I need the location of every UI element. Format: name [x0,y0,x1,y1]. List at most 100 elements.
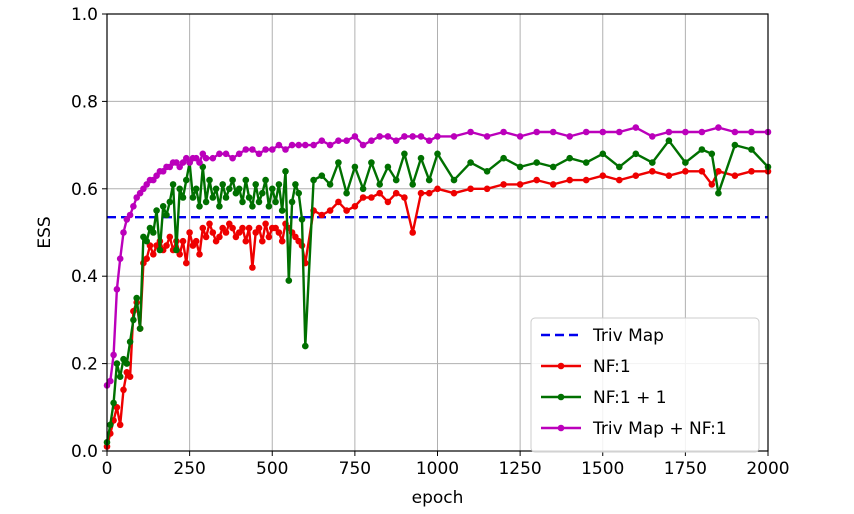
axis-ticks: 0 250 500 750 1000 1250 1500 1750 2000 0.0 0.2 0.4 0… [71,5,790,479]
data-point [196,159,203,166]
data-point [698,128,706,136]
data-point [682,128,689,136]
data-point [202,154,210,162]
data-point [113,286,121,293]
data-point [698,146,706,153]
data-point [599,172,607,179]
x-tick-label: 1250 [498,459,541,479]
data-point [222,194,230,201]
data-point [216,203,223,210]
data-point [533,159,540,166]
data-point [249,264,256,271]
data-point [150,251,157,258]
data-point [209,229,217,236]
data-point [209,154,217,162]
data-point [262,176,269,184]
data-point [368,137,375,144]
data-point [715,168,722,175]
data-point [262,220,269,228]
data-point [376,181,384,188]
data-point [143,255,150,262]
data-point [143,237,150,245]
data-point [310,141,317,149]
data-point [179,237,187,245]
data-point [136,325,144,332]
data-point [116,373,124,381]
data-point [450,133,458,140]
legend-marker [557,362,565,370]
legend-box [530,317,760,453]
data-point [566,176,573,184]
data-point [392,189,400,197]
data-point [566,133,573,140]
x-tick-label: 750 [339,459,371,479]
data-point [450,176,458,184]
data-point [467,159,474,166]
legend-marker [557,393,565,401]
data-point [288,141,296,149]
data-point [199,224,207,232]
data-point [351,163,359,171]
data-point [516,181,524,188]
data-point [262,146,269,153]
data-point [183,176,190,184]
series-nf-1-1 [103,137,772,446]
data-point [343,189,350,197]
data-point [343,207,350,214]
data-point [192,237,200,245]
legend-item: NF:1 + 1 [541,388,667,408]
data-point [632,124,640,131]
data-point [368,159,375,166]
data-point [282,146,289,153]
x-tick-label: 250 [173,459,205,479]
data-point [483,133,491,140]
data-point [616,163,623,171]
data-point [698,168,706,175]
data-point [582,176,590,184]
data-point [731,172,739,179]
data-point [326,141,334,149]
data-point [120,386,127,394]
data-point [549,163,557,171]
data-point [516,163,524,171]
data-point [434,133,441,140]
data-point [133,294,140,302]
data-point [318,172,326,179]
data-point [665,128,673,136]
data-point [616,176,623,184]
data-point [359,194,367,201]
data-point [278,207,286,214]
data-point [392,137,400,144]
data-point [483,185,491,193]
data-point [126,373,134,381]
data-point [245,194,253,201]
legend-marker [557,424,565,432]
data-point [302,141,309,149]
data-point [516,133,524,140]
x-tick-label: 1000 [416,459,459,479]
data-point [343,137,350,144]
data-point [368,194,375,201]
data-point [166,233,174,241]
data-point [351,133,359,140]
data-point [467,185,474,193]
data-point [549,181,557,188]
y-tick-label: 0.8 [71,92,98,112]
data-point [376,189,384,197]
data-point [159,203,167,210]
y-tick-label: 0.2 [71,355,98,375]
data-point [216,150,223,158]
data-point [242,176,250,184]
data-point [748,146,755,153]
data-point [259,189,266,197]
data-point [259,237,266,245]
data-point [500,128,507,136]
data-point [272,198,279,206]
x-tick-label: 1750 [664,459,707,479]
data-point [533,176,540,184]
data-point [265,233,273,241]
data-point [401,194,408,201]
data-point [239,224,246,232]
data-point [123,360,131,367]
data-point [229,154,236,162]
